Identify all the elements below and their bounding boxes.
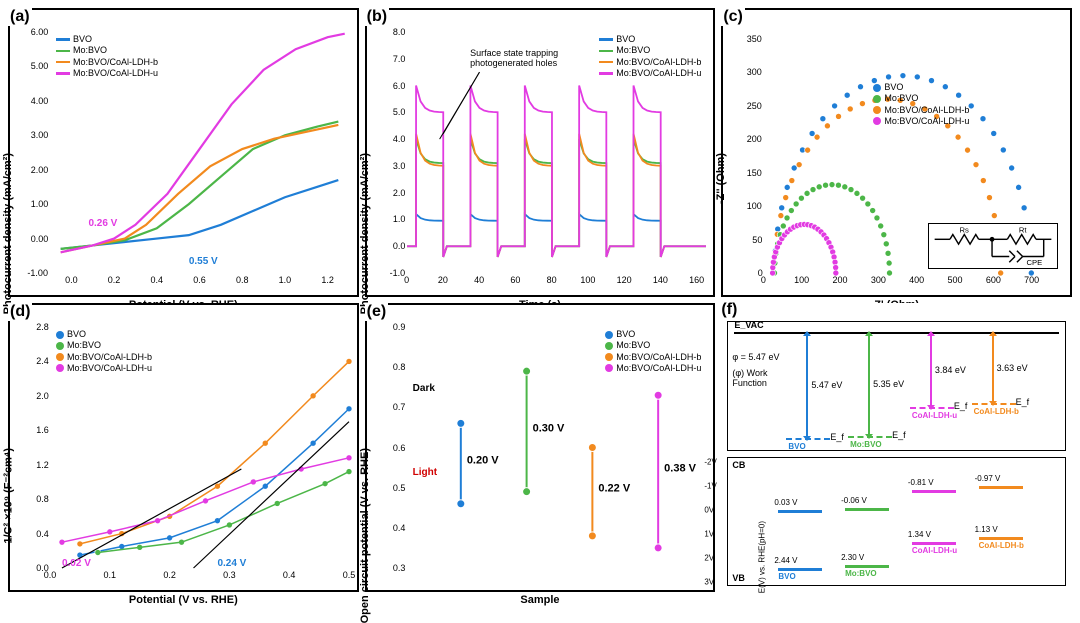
panel-d-label: (d) — [8, 303, 32, 321]
panel-b-ylabel: Photocurrent density (mA/cm²) — [359, 153, 371, 314]
svg-text:Rs: Rs — [960, 226, 970, 235]
panel-c-legend: BVOMo:BVOMo:BVO/CoAl-LDH-bMo:BVO/CoAl-LD… — [873, 82, 969, 127]
legend-item-ldh_u: Mo:BVO/CoAl-LDH-u — [605, 363, 701, 374]
panel-f-workfunction: E_VAC(φ) Work Functionφ = 5.47 eV5.47 eV… — [727, 321, 1066, 451]
legend-item-bvo: BVO — [56, 34, 158, 45]
legend-item-ldh_u: Mo:BVO/CoAl-LDH-u — [873, 116, 969, 127]
panel-b-plot: BVOMo:BVOMo:BVO/CoAl-LDH-bMo:BVO/CoAl-LD… — [407, 32, 706, 273]
panel-d-legend: BVOMo:BVOMo:BVO/CoAl-LDH-bMo:BVO/CoAl-LD… — [56, 329, 152, 374]
legend-item-bvo: BVO — [605, 329, 701, 340]
panel-e: (e) 0.20 V0.30 V0.22 V0.38 V BVOMo:BVOMo… — [365, 303, 716, 592]
panel-d: (d) BVOMo:BVOMo:BVO/CoAl-LDH-bMo:BVO/CoA… — [8, 303, 359, 592]
light-label: Light — [413, 467, 437, 478]
panel-c: (c) BVOMo:BVOMo:BVO/CoAl-LDH-bMo:BVO/CoA… — [721, 8, 1072, 297]
panel-e-ylabel: Open circuit potential (V vs. RHE) — [359, 448, 371, 623]
panel-a-annot-026v: 0.26 V — [88, 218, 117, 229]
panel-a-label: (a) — [8, 8, 32, 26]
panel-c-plot: BVOMo:BVOMo:BVO/CoAl-LDH-bMo:BVO/CoAl-LD… — [763, 32, 1062, 273]
panel-c-ylabel: -Z'' (Ohm) — [715, 153, 727, 204]
panel-e-label: (e) — [365, 303, 389, 321]
panel-d-xlabel: Potential (V vs. RHE) — [129, 594, 238, 606]
equiv-circuit-inset: Rs Rt CPE — [928, 223, 1058, 269]
panel-f: (f) E_VAC(φ) Work Functionφ = 5.47 eV5.4… — [721, 303, 1072, 592]
panel-e-xlabel: Sample — [520, 594, 559, 606]
legend-item-bvo: BVO — [599, 34, 701, 45]
panel-a-annot-055v: 0.55 V — [189, 256, 218, 267]
svg-text:Rt: Rt — [1019, 226, 1028, 235]
svg-text:0.38 V: 0.38 V — [664, 463, 696, 475]
panel-a-ylabel: Photocurrent density (mA/cm²) — [2, 153, 14, 314]
svg-text:0.22 V: 0.22 V — [598, 483, 630, 495]
panel-a: (a) BVOMo:BVOMo:BVO/CoAl-LDH-bMo:BVO/CoA… — [8, 8, 359, 297]
panel-a-plot: BVOMo:BVOMo:BVO/CoAl-LDH-bMo:BVO/CoAl-LD… — [50, 32, 349, 273]
svg-text:0.20 V: 0.20 V — [466, 455, 498, 467]
panel-d-annot-024v: 0.24 V — [217, 558, 246, 569]
panel-c-label: (c) — [721, 8, 745, 26]
legend-item-ldh_b: Mo:BVO/CoAl-LDH-b — [56, 57, 158, 68]
dark-label: Dark — [413, 383, 435, 394]
legend-item-ldh_b: Mo:BVO/CoAl-LDH-b — [605, 352, 701, 363]
panel-a-legend: BVOMo:BVOMo:BVO/CoAl-LDH-bMo:BVO/CoAl-LD… — [56, 34, 158, 79]
legend-item-mobvo: Mo:BVO — [56, 45, 158, 56]
legend-item-mobvo: Mo:BVO — [56, 340, 152, 351]
panel-b-label: (b) — [365, 8, 389, 26]
panel-d-plot: BVOMo:BVOMo:BVO/CoAl-LDH-bMo:BVO/CoAl-LD… — [50, 327, 349, 568]
legend-item-ldh_b: Mo:BVO/CoAl-LDH-b — [56, 352, 152, 363]
legend-item-ldh_u: Mo:BVO/CoAl-LDH-u — [56, 363, 152, 374]
legend-item-mobvo: Mo:BVO — [873, 93, 969, 104]
legend-item-mobvo: Mo:BVO — [605, 340, 701, 351]
svg-text:CPE: CPE — [1026, 258, 1042, 267]
legend-item-bvo: BVO — [873, 82, 969, 93]
legend-item-ldh_b: Mo:BVO/CoAl-LDH-b — [873, 105, 969, 116]
legend-item-ldh_u: Mo:BVO/CoAl-LDH-u — [599, 68, 701, 79]
panel-e-legend: BVOMo:BVOMo:BVO/CoAl-LDH-bMo:BVO/CoAl-LD… — [605, 329, 701, 374]
panel-d-ylabel: 1/C² ×10⁹ (F⁻²cm⁴) — [2, 448, 15, 544]
panel-b-annot-trapping: Surface state trappingphotogenerated hol… — [470, 48, 558, 68]
panel-d-annot-002v: 0.02 V — [62, 558, 91, 569]
panel-e-plot: 0.20 V0.30 V0.22 V0.38 V BVOMo:BVOMo:BVO… — [407, 327, 706, 568]
legend-item-mobvo: Mo:BVO — [599, 45, 701, 56]
panel-f-label: (f) — [719, 301, 739, 319]
legend-item-bvo: BVO — [56, 329, 152, 340]
panel-b-legend: BVOMo:BVOMo:BVO/CoAl-LDH-bMo:BVO/CoAl-LD… — [599, 34, 701, 79]
legend-item-ldh_b: Mo:BVO/CoAl-LDH-b — [599, 57, 701, 68]
svg-text:0.30 V: 0.30 V — [532, 422, 564, 434]
legend-item-ldh_u: Mo:BVO/CoAl-LDH-u — [56, 68, 158, 79]
panel-b: (b) BVOMo:BVOMo:BVO/CoAl-LDH-bMo:BVO/CoA… — [365, 8, 716, 297]
panel-f-bandedges: -2V-1V0V1V2V3VE(V) vs. RHE(pH=0)CBVB0.03… — [727, 457, 1066, 587]
